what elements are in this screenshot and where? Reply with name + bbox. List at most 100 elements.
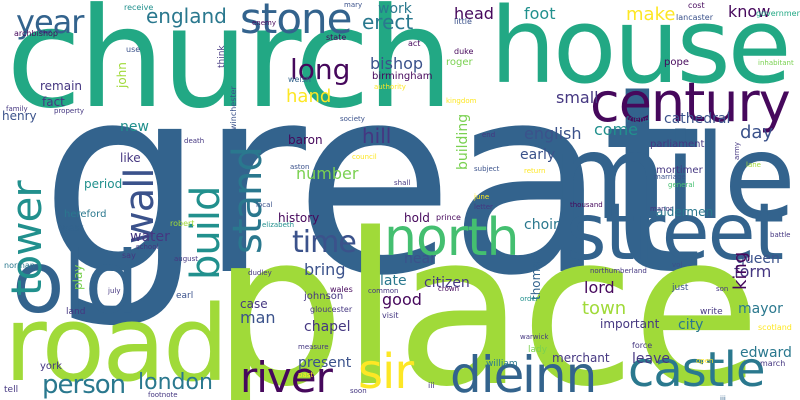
word-enemy: enemy: [252, 19, 277, 27]
word-kingdom: kingdom: [446, 97, 477, 105]
word-say: say: [122, 251, 136, 260]
word-work: work: [378, 1, 412, 17]
word-northumberland: northumberland: [590, 267, 647, 275]
word-cathedral: cathedral: [664, 111, 731, 127]
word-warwick: warwick: [520, 333, 549, 341]
word-mortimer: mortimer: [656, 165, 703, 176]
word-mile: mile: [552, 108, 796, 246]
word-norman: norman: [4, 261, 35, 270]
word-north: north: [384, 208, 519, 268]
word-vol: vol: [672, 261, 683, 269]
word-parliament: parliament: [650, 139, 705, 150]
word-queen: queen: [736, 251, 780, 267]
word-come: come: [594, 120, 639, 139]
word-open: open: [696, 357, 714, 365]
word-iii: iii: [428, 381, 435, 390]
word-roger: roger: [446, 57, 473, 68]
word-form: form: [734, 262, 772, 281]
word-lord: lord: [584, 278, 615, 297]
word-long: long: [290, 53, 351, 86]
word-mayor: mayor: [738, 301, 783, 317]
word-earl: earl: [176, 291, 194, 301]
word-society: society: [340, 115, 365, 123]
word-england: england: [146, 4, 227, 28]
word-return: return: [524, 167, 546, 175]
word-castle: castle: [628, 342, 765, 398]
word-citizen: citizen: [424, 275, 470, 291]
word-west: west: [60, 223, 84, 234]
word-erect: erect: [362, 10, 414, 34]
word-inhabitant: inhabitant: [758, 59, 794, 67]
word-little: little: [454, 17, 472, 26]
word-death: death: [184, 137, 205, 145]
word-write: write: [700, 307, 723, 317]
word-property: property: [54, 107, 84, 115]
word-elizabeth: elizabeth: [262, 221, 295, 229]
word-government: government: [756, 9, 800, 18]
word-merchant: merchant: [552, 351, 610, 365]
word-history: history: [278, 211, 320, 225]
word-end: end: [482, 131, 496, 139]
word-near: near: [404, 251, 436, 267]
word-number: number: [296, 164, 359, 183]
word-thousand: thousand: [570, 201, 603, 209]
word-act: act: [408, 39, 421, 48]
word-think: think: [217, 45, 227, 68]
word-william: william: [486, 359, 518, 369]
word-river: river: [240, 353, 333, 400]
word-town: town: [582, 298, 627, 319]
word-london: london: [138, 370, 213, 395]
word-duke: duke: [454, 47, 474, 56]
word-sir: sir: [358, 344, 414, 400]
word-order: order: [520, 295, 539, 303]
word-bring: bring: [304, 260, 346, 279]
word-june: june: [474, 193, 490, 201]
word-early: early: [520, 147, 556, 163]
word-king: king: [730, 251, 751, 290]
word-city: city: [678, 317, 704, 333]
word-hereford: hereford: [64, 209, 107, 220]
word-person: person: [42, 370, 126, 400]
word-visit: visit: [382, 311, 399, 320]
word-just: just: [672, 283, 689, 293]
word-measure: measure: [298, 343, 329, 351]
word-july: july: [108, 287, 121, 295]
word-street: street: [566, 188, 784, 278]
word-day: day: [740, 122, 774, 143]
word-aldermen: aldermen: [656, 205, 714, 219]
word-scotland: scotland: [758, 323, 792, 332]
word-authority: authority: [374, 83, 406, 91]
word-wales: wales: [330, 285, 353, 294]
word-fact: fact: [42, 95, 65, 109]
word-soon: soon: [350, 387, 367, 395]
word-great: great: [40, 31, 703, 333]
word-common: common: [368, 287, 399, 295]
word-old: old: [12, 233, 139, 333]
word-century: century: [590, 71, 791, 134]
word-man: man: [240, 308, 276, 327]
word-army: army: [733, 141, 741, 160]
word-son: son: [716, 285, 729, 293]
word-build: build: [183, 186, 229, 280]
word-make: make: [626, 4, 676, 25]
word-footnote: footnote: [148, 391, 178, 399]
word-birmingham: birmingham: [372, 71, 433, 82]
word-henry: henry: [2, 109, 37, 123]
word-receive: receive: [124, 3, 154, 12]
word-pope: pope: [664, 57, 689, 68]
word-church: church: [6, 0, 454, 139]
word-bishop: bishop: [370, 54, 424, 73]
word-building: building: [455, 113, 471, 170]
word-lane: lane: [746, 161, 761, 169]
word-iii-2: iii: [720, 395, 726, 400]
word-inn: inn: [522, 346, 597, 400]
word-play: play: [71, 264, 85, 290]
word-archbishop: archbishop: [14, 29, 58, 38]
word-year: year: [16, 3, 84, 41]
word-school: school: [136, 243, 159, 251]
word-leave: leave: [632, 351, 670, 367]
word-manor: manor: [650, 205, 673, 213]
word-battle: battle: [770, 231, 791, 239]
word-friend: friend: [626, 115, 650, 124]
